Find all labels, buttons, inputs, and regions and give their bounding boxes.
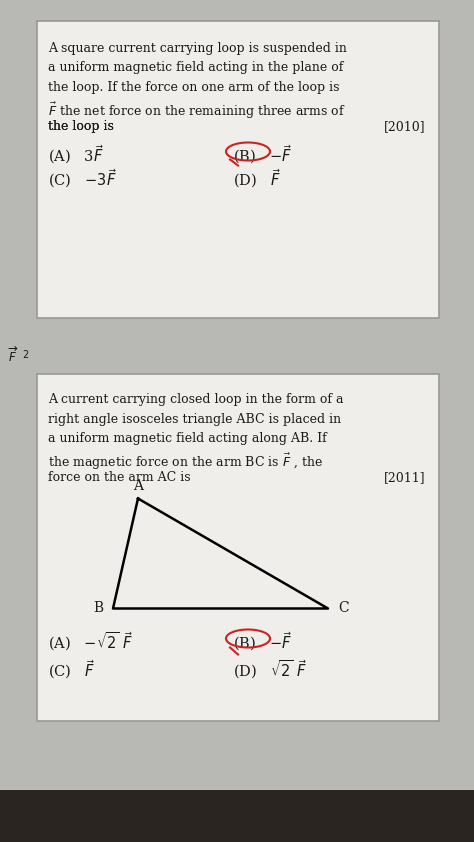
Text: the loop is: the loop is (48, 120, 114, 133)
Text: $\vec{F}$ the net force on the remaining three arms of: $\vec{F}$ the net force on the remaining… (48, 100, 346, 120)
Text: the loop is: the loop is (48, 120, 114, 133)
FancyBboxPatch shape (37, 21, 439, 318)
FancyBboxPatch shape (37, 374, 439, 721)
Text: the loop. If the force on one arm of the loop is: the loop. If the force on one arm of the… (48, 81, 339, 94)
Text: a uniform magnetic field acting along AB. If: a uniform magnetic field acting along AB… (48, 432, 327, 445)
Text: (A)   3$\vec{F}$: (A) 3$\vec{F}$ (48, 143, 104, 166)
Text: A current carrying closed loop in the form of a: A current carrying closed loop in the fo… (48, 393, 344, 406)
Text: a uniform magnetic field acting in the plane of: a uniform magnetic field acting in the p… (48, 61, 343, 74)
Text: B: B (93, 601, 103, 616)
Text: [2010]: [2010] (384, 120, 426, 133)
Text: force on the arm AC is: force on the arm AC is (48, 471, 191, 484)
Text: $\overrightarrow{F}$: $\overrightarrow{F}$ (8, 345, 18, 365)
Text: (B)   $-\vec{F}$: (B) $-\vec{F}$ (233, 143, 292, 166)
Text: (D)   $\sqrt{2}\ \vec{F}$: (D) $\sqrt{2}\ \vec{F}$ (233, 658, 307, 681)
Text: [2011]: [2011] (384, 471, 426, 484)
Text: (B)   $-\vec{F}$: (B) $-\vec{F}$ (233, 631, 292, 653)
Text: (D)   $\vec{F}$: (D) $\vec{F}$ (233, 167, 281, 189)
Text: A: A (133, 478, 143, 493)
Text: C: C (338, 601, 348, 616)
Text: (C)   $-3\vec{F}$: (C) $-3\vec{F}$ (48, 167, 117, 189)
Text: the magnetic force on the arm BC is $\vec{F}$ , the: the magnetic force on the arm BC is $\ve… (48, 451, 323, 472)
Text: right angle isosceles triangle ABC is placed in: right angle isosceles triangle ABC is pl… (48, 413, 341, 425)
Text: A square current carrying loop is suspended in: A square current carrying loop is suspen… (48, 42, 347, 55)
Text: (A)   $-\sqrt{2}\ \vec{F}$: (A) $-\sqrt{2}\ \vec{F}$ (48, 631, 133, 653)
Text: (C)   $\vec{F}$: (C) $\vec{F}$ (48, 658, 95, 681)
FancyBboxPatch shape (0, 790, 474, 842)
Text: 2: 2 (22, 350, 28, 360)
